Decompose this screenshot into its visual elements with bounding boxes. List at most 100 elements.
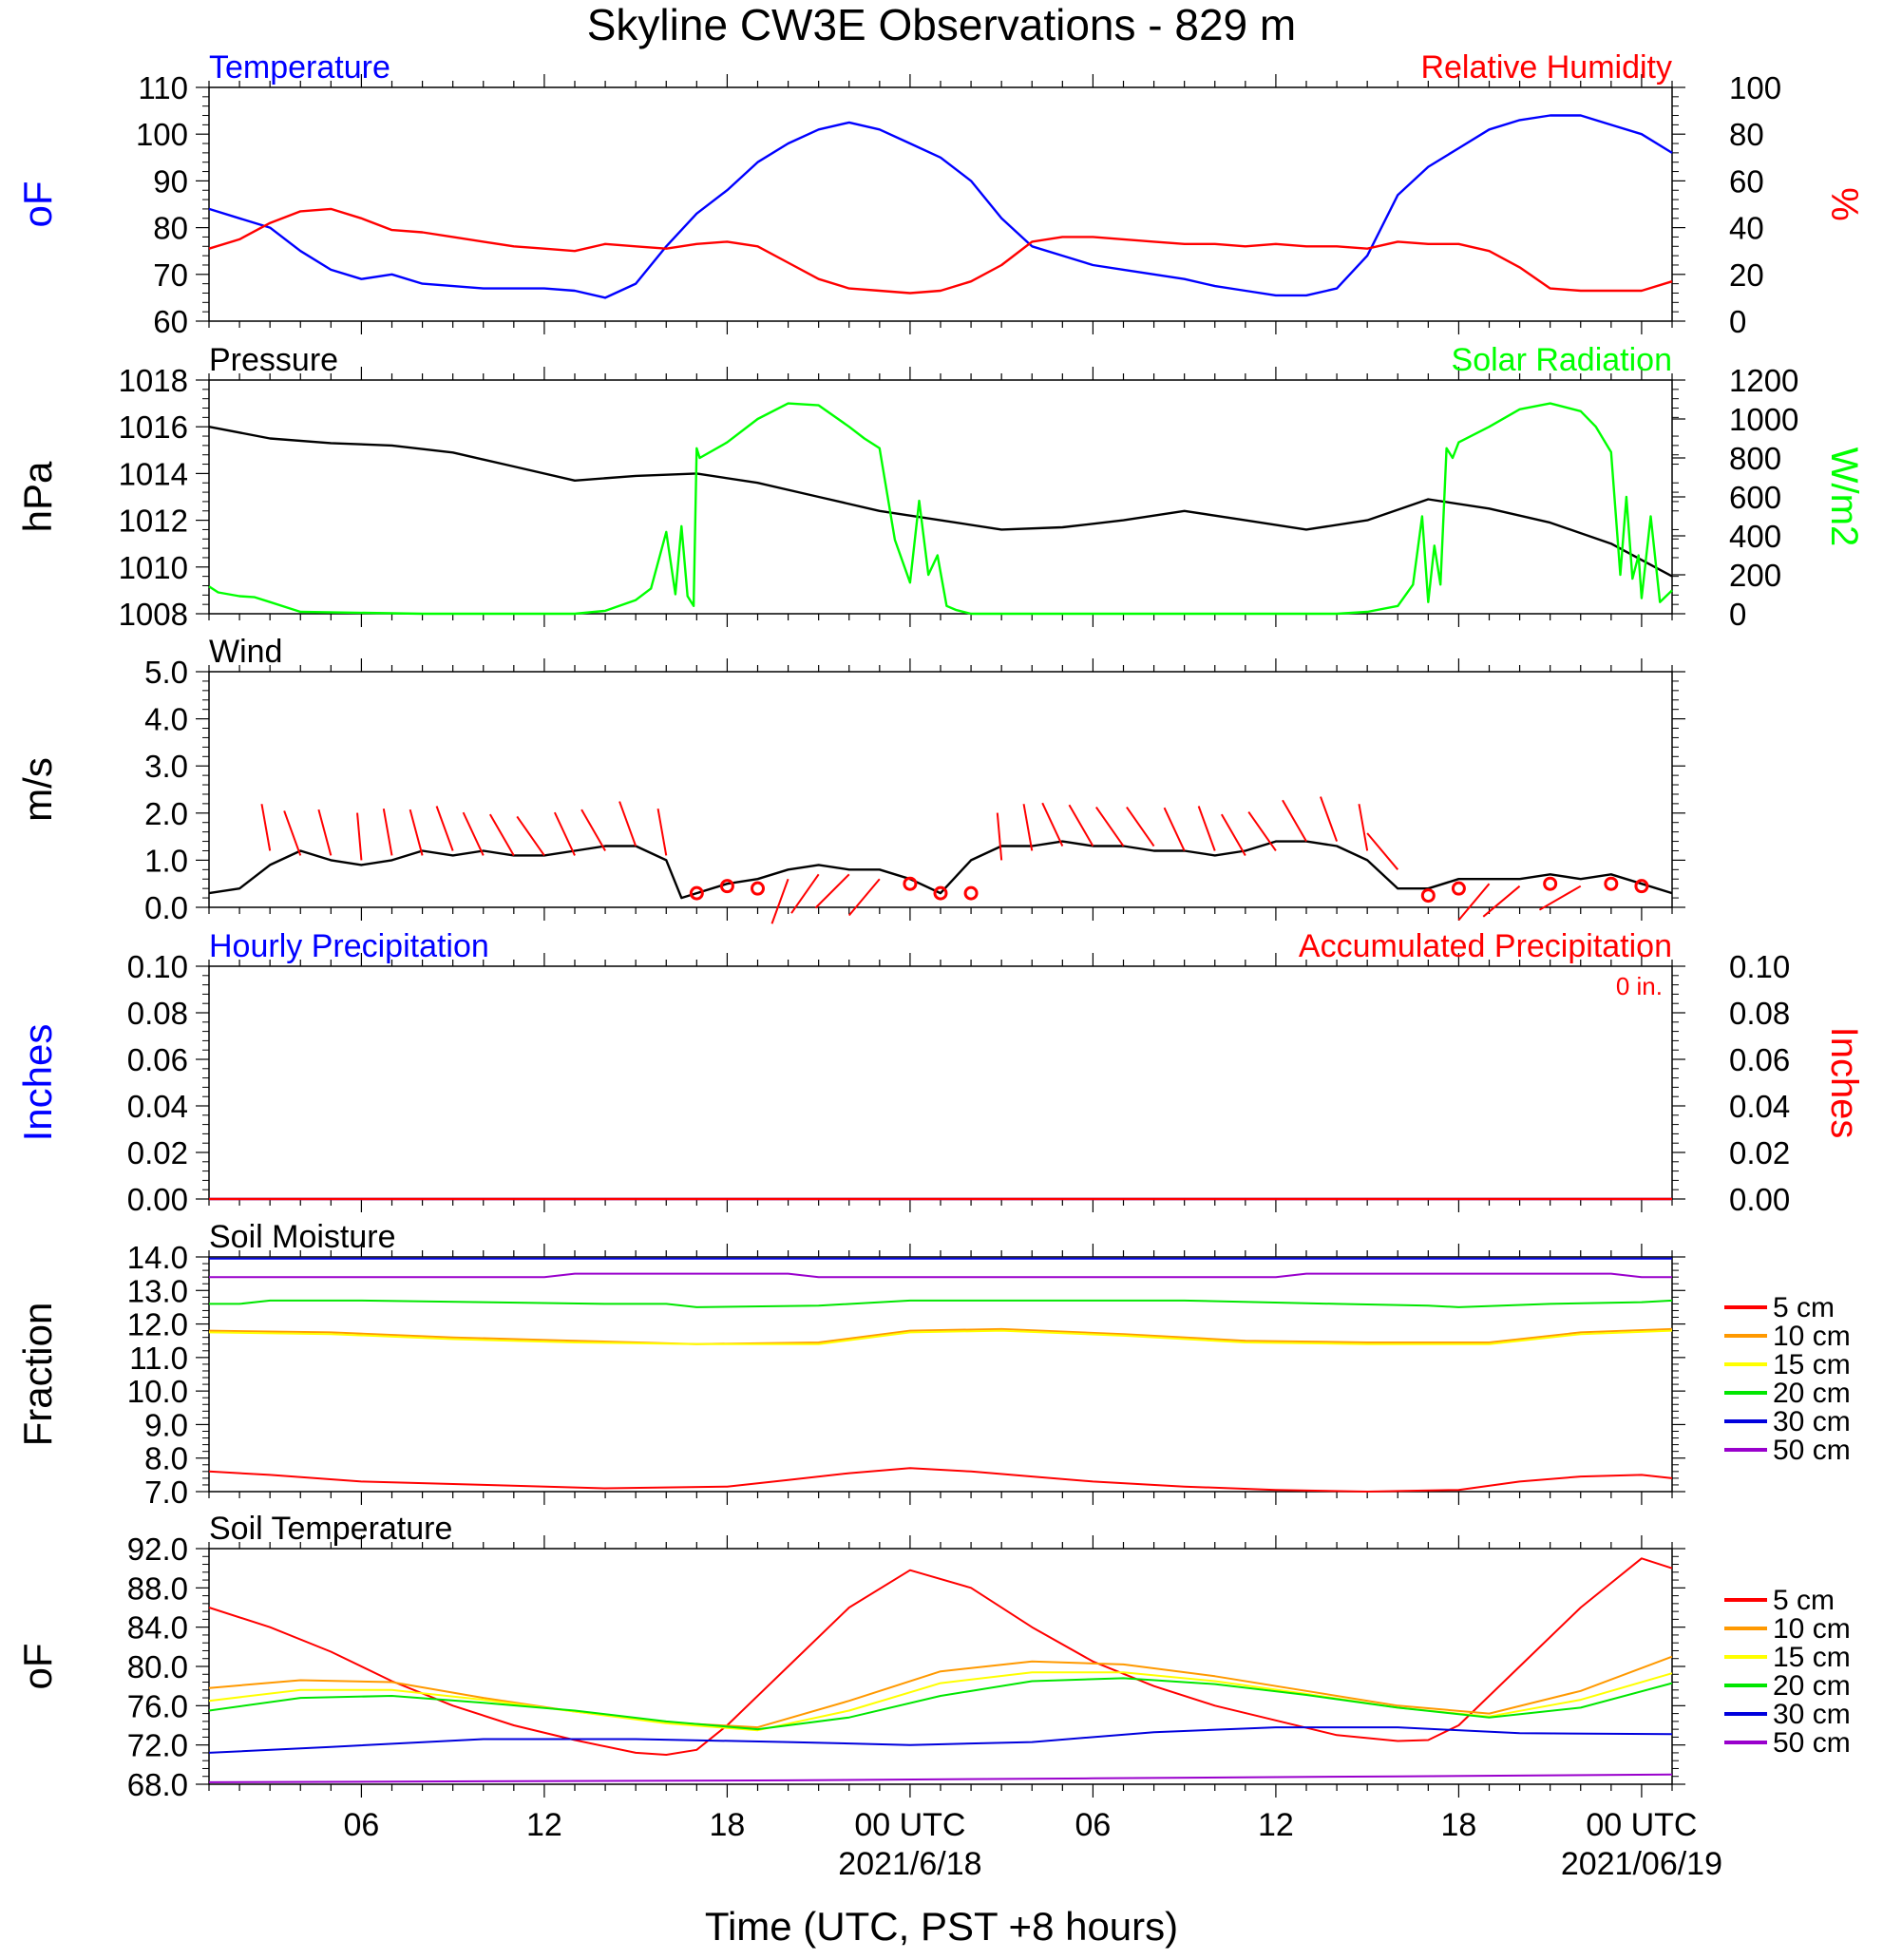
y-tick-label: 72.0	[127, 1728, 188, 1763]
y-tick-label: 3.0	[144, 749, 188, 784]
y-right-tick-label: 1200	[1729, 363, 1798, 398]
legend-label: 15 cm	[1773, 1349, 1851, 1380]
y-right-tick-label: 40	[1729, 211, 1764, 246]
y-tick-label: 88.0	[127, 1570, 188, 1606]
series-line-10-cm	[208, 1327, 1673, 1345]
y-tick-label: 0.06	[127, 1042, 188, 1077]
wind-calm-marker	[1543, 876, 1558, 891]
y-right-axis-label: %	[1823, 187, 1865, 221]
x-date-label: 2021/06/19	[1561, 1846, 1722, 1882]
panel-wind: 0.0 1.0 2.0 3.0 4.0 5.0 m/s Wind	[15, 634, 1685, 925]
y-right-tick-label: 0	[1729, 304, 1746, 339]
wind-calm-marker	[1451, 881, 1466, 896]
wind-barb	[1095, 806, 1125, 847]
wind-barb	[1320, 796, 1339, 842]
wind-calm-marker	[1634, 879, 1649, 894]
y-tick-label: 1014	[119, 456, 188, 491]
panel-precipitation: 0.00 0.02 0.04 0.06 0.08 0.10 0.00 0.02 0.04 0.06…	[15, 928, 1865, 1217]
x-tick-label: 00 UTC	[1586, 1807, 1697, 1843]
legend-label: 30 cm	[1773, 1699, 1851, 1730]
series-line-50-cm	[208, 1773, 1673, 1783]
y-tick-label: 14.0	[127, 1240, 188, 1275]
wind-barb	[1282, 799, 1307, 843]
series-line-relative-humidity	[208, 207, 1673, 295]
y-right-tick-label: 0.06	[1729, 1042, 1790, 1077]
series-line-20-cm	[208, 1677, 1673, 1731]
y-right-tick-label: 400	[1729, 519, 1781, 554]
wind-barb	[1538, 885, 1582, 911]
panel-title-left: Soil Temperature	[209, 1511, 452, 1547]
series-line-5-cm	[208, 1557, 1673, 1756]
y-tick-label: 76.0	[127, 1688, 188, 1723]
y-tick-label: 10.0	[127, 1374, 188, 1409]
wind-calm-marker	[751, 881, 765, 896]
panel-title-left: Wind	[209, 634, 282, 670]
legend-label: 5 cm	[1773, 1292, 1835, 1323]
y-tick-label: 80.0	[127, 1649, 188, 1684]
wind-barb	[580, 809, 606, 851]
wind-barb	[1482, 885, 1521, 918]
y-tick-label: 4.0	[144, 702, 188, 737]
panel-title-right: Accumulated Precipitation	[1299, 928, 1672, 964]
legend-label: 10 cm	[1773, 1321, 1851, 1352]
wind-calm-marker	[963, 885, 979, 901]
series-line-30-cm	[208, 1726, 1673, 1754]
panel-soil-moisture: 7.08.09.010.011.012.013.014.0 Fraction Soi…	[15, 1219, 1851, 1510]
wind-barb	[1457, 883, 1491, 922]
y-right-tick-label: 600	[1729, 480, 1781, 515]
series-line-solar-radiation	[208, 402, 1673, 616]
wind-barb	[1163, 807, 1186, 851]
y-tick-label: 0.04	[127, 1089, 188, 1124]
wind-barb	[356, 812, 363, 861]
series-line-wind	[208, 840, 1673, 900]
x-tick-label: 00 UTC	[854, 1807, 965, 1843]
legend-label: 50 cm	[1773, 1727, 1851, 1759]
wind-barb	[317, 809, 333, 856]
wind-barb	[847, 878, 881, 917]
series-line-10-cm	[208, 1655, 1673, 1729]
legend-label: 20 cm	[1773, 1670, 1851, 1702]
y-tick-label: 8.0	[144, 1441, 188, 1476]
panel-annotation: 0 in.	[1616, 972, 1663, 1000]
wind-barb	[656, 809, 668, 856]
y-axis-label: Inches	[15, 1024, 60, 1142]
x-tick-label: 06	[1075, 1807, 1112, 1843]
y-tick-label: 100	[136, 117, 188, 152]
y-tick-label: 110	[138, 70, 188, 105]
wind-barb	[1197, 806, 1216, 851]
y-axis-label: Fraction	[15, 1303, 60, 1447]
y-tick-label: 0.10	[127, 949, 188, 984]
panel-pressure-solar: 1008 1010 1012 1014 1016 1018 0 200 400 600 800 100…	[15, 342, 1865, 632]
wind-barb	[516, 815, 545, 857]
y-tick-label: 1.0	[144, 843, 188, 878]
panel-temperature-humidity: 60 70 80 90 100 110 0 20 40 60 80 100% oF Temperature…	[15, 49, 1865, 339]
series-line-pressure	[208, 426, 1673, 578]
y-tick-label: 70	[153, 257, 188, 293]
y-tick-label: 80	[153, 211, 188, 246]
legend-label: 5 cm	[1773, 1585, 1835, 1616]
plot-frame	[208, 1548, 1673, 1785]
y-tick-label: 5.0	[144, 655, 188, 690]
y-right-tick-label: 0.08	[1729, 996, 1790, 1031]
y-tick-label: 84.0	[127, 1610, 188, 1646]
x-tick-label: 12	[526, 1807, 562, 1843]
legend-label: 30 cm	[1773, 1406, 1851, 1437]
y-right-tick-label: 100	[1729, 70, 1781, 105]
x-tick-label: 06	[344, 1807, 380, 1843]
y-tick-label: 1018	[119, 363, 188, 398]
y-tick-label: 11.0	[129, 1341, 188, 1376]
y-right-tick-label: 0	[1729, 597, 1746, 632]
y-tick-label: 0.0	[144, 890, 188, 925]
wind-calm-marker	[689, 885, 704, 901]
x-tick-label: 12	[1258, 1807, 1294, 1843]
y-right-tick-label: 0.02	[1729, 1135, 1790, 1170]
wind-barb	[770, 878, 789, 924]
panel-title-left: Soil Moisture	[209, 1219, 396, 1255]
y-right-tick-label: 1000	[1729, 402, 1798, 437]
series-line-50-cm	[209, 1272, 1672, 1279]
wind-barb	[1220, 813, 1246, 856]
y-axis-label: m/s	[15, 757, 60, 822]
